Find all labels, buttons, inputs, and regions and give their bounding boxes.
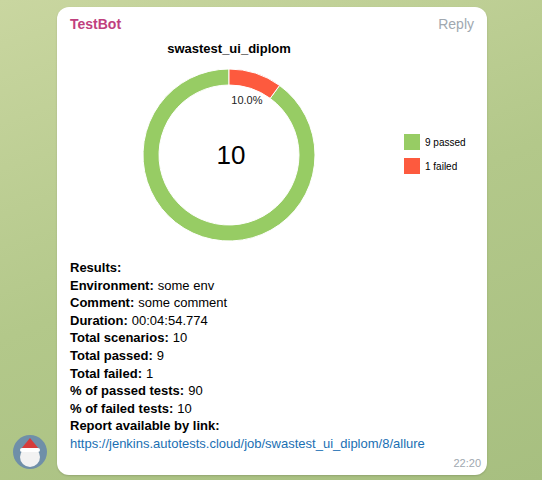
donut-slice [143, 69, 315, 241]
legend-swatch [404, 158, 420, 174]
row-value: 10 [173, 330, 187, 345]
row-label: % of failed tests: [70, 401, 173, 416]
percent-label: 10.0% [231, 94, 262, 106]
result-row: Comment: some comment [70, 294, 227, 312]
row-value: 10 [177, 401, 191, 416]
row-value: some env [158, 278, 214, 293]
row-value: 1 [146, 366, 153, 381]
row-value: 90 [188, 383, 202, 398]
legend-swatch [404, 134, 420, 150]
row-label: Total failed: [70, 366, 142, 381]
avatar[interactable] [13, 435, 47, 469]
slices [143, 69, 315, 241]
legend-label: 9 passed [425, 137, 466, 148]
result-row: % of passed tests: 90 [70, 382, 203, 400]
row-label: % of passed tests: [70, 383, 184, 398]
message-bubble: TestBot Reply swastest_ui_diplom 10.0% 10 9 p… [57, 7, 487, 475]
row-value: 9 [157, 348, 164, 363]
row-label: Total passed: [70, 348, 153, 363]
row-label: Duration: [70, 313, 128, 328]
message-time: 22:20 [453, 457, 481, 469]
result-row: Total failed: 1 [70, 365, 153, 383]
result-row: Total passed: 9 [70, 347, 164, 365]
report-link[interactable]: https://jenkins.autotests.cloud/job/swas… [70, 435, 425, 453]
result-row: Duration: 00:04:54.774 [70, 312, 208, 330]
sender-name[interactable]: TestBot [70, 16, 121, 32]
avatar-icon [13, 435, 47, 469]
results-heading: Results: [70, 259, 121, 277]
reply-button[interactable]: Reply [438, 16, 474, 32]
legend-label: 1 failed [425, 161, 457, 172]
result-row: Environment: some env [70, 277, 214, 295]
result-row: % of failed tests: 10 [70, 400, 192, 418]
row-value: some comment [138, 295, 227, 310]
chart: swastest_ui_diplom 10.0% 10 9 passed 1 faile… [57, 35, 487, 275]
result-row: Total scenarios: 10 [70, 329, 187, 347]
link-label: Report available by link: [70, 417, 220, 435]
row-label: Comment: [70, 295, 134, 310]
row-label: Total scenarios: [70, 330, 169, 345]
row-label: Environment: [70, 278, 154, 293]
center-total: 10 [217, 140, 246, 170]
row-value: 00:04:54.774 [132, 313, 208, 328]
chart-title: swastest_ui_diplom [167, 41, 291, 56]
